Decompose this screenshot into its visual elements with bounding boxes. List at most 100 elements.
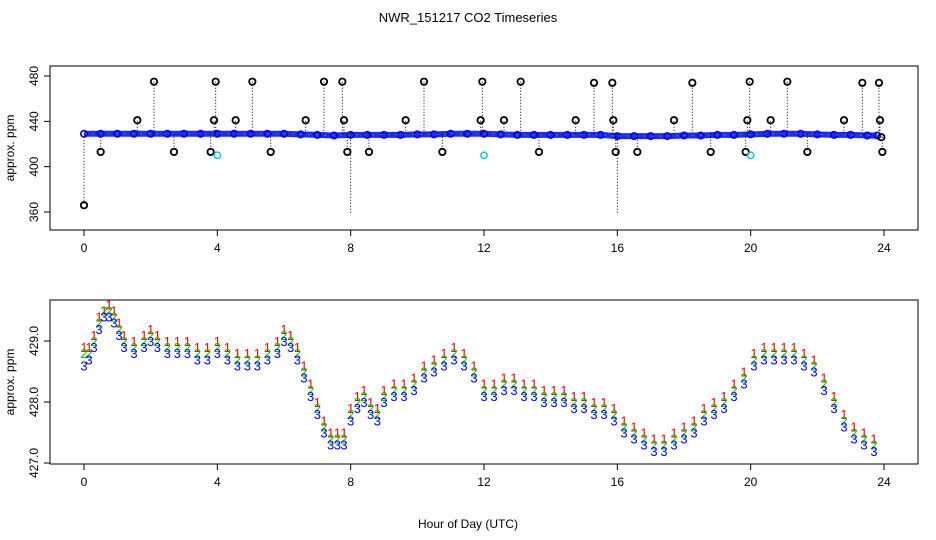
- series-3-point: 3: [480, 389, 487, 404]
- series-3-point: 3: [490, 389, 497, 404]
- spike-point: [669, 116, 679, 125]
- series-3-point: 3: [610, 413, 617, 428]
- series-3-point: 3: [520, 389, 527, 404]
- series-3-point: 3: [510, 383, 517, 398]
- series-2-point: 2: [640, 432, 647, 447]
- series-1-point: 1: [530, 377, 537, 392]
- spike-point: [169, 147, 179, 157]
- series-3-point: 3: [340, 438, 347, 453]
- series-2-point: 2: [320, 419, 327, 434]
- series-1-point: 1: [274, 334, 281, 349]
- spike-point: [364, 147, 374, 157]
- series-1-point: 1: [870, 432, 877, 447]
- series-1-point: 1: [850, 419, 857, 434]
- bottom-y-tick-label: 427.0: [27, 448, 41, 478]
- series-2-point: 2: [294, 346, 301, 361]
- series-3-point: 3: [374, 413, 381, 428]
- spike-point: [783, 77, 792, 86]
- series-1-point: 1: [420, 358, 427, 373]
- series-3-point: 3: [710, 407, 717, 422]
- series-3-point: 3: [264, 352, 271, 367]
- x-axis-label: Hour of Day (UTC): [418, 517, 518, 531]
- series-1-point: 1: [710, 395, 717, 410]
- series-1-point: 1: [540, 383, 547, 398]
- bottom-y-tick-label: 429.0: [27, 326, 41, 356]
- series-2-point: 2: [730, 383, 737, 398]
- series-1-point: 1: [287, 328, 294, 343]
- series-3-point: 3: [790, 352, 797, 367]
- series-1-point: 1: [650, 432, 657, 447]
- series-1-point: 1: [90, 328, 97, 343]
- series-1-point: 1: [470, 358, 477, 373]
- series-2-point: 2: [650, 438, 657, 453]
- spike-point: [401, 116, 410, 125]
- spike-point: [209, 116, 219, 125]
- bottom-y-tick-label: 428.0: [27, 387, 41, 417]
- series-2-point: 2: [560, 389, 567, 404]
- series-1-point: 1: [140, 328, 147, 343]
- top-x-tick-label: 24: [877, 241, 891, 255]
- series-3-point: 3: [244, 358, 251, 373]
- series-3-point: 3: [770, 352, 777, 367]
- series-1-point: 1: [224, 340, 231, 355]
- series-2-point: 2: [800, 352, 807, 367]
- spike-point: [839, 116, 849, 125]
- series-2-point: 2: [95, 316, 102, 331]
- spike-point: [611, 147, 620, 157]
- series-3-point: 3: [314, 407, 321, 422]
- series-2-point: 2: [390, 383, 397, 398]
- series-2-point: 2: [610, 407, 617, 422]
- series-1-point: 1: [334, 426, 341, 441]
- spike-point: [803, 147, 812, 157]
- spike-point: [608, 78, 617, 87]
- series-3-point: 3: [780, 352, 787, 367]
- top-x-tick-label: 16: [611, 241, 625, 255]
- series-2-point: 2: [710, 401, 717, 416]
- series-2-point: 2: [780, 346, 787, 361]
- series-2-point: 2: [147, 328, 154, 343]
- series-1-point: 1: [314, 395, 321, 410]
- spike-point: [633, 147, 642, 157]
- series-3-point: 3: [347, 413, 354, 428]
- series-3-point: 3: [294, 352, 301, 367]
- top-y-tick-label: 440: [27, 111, 41, 131]
- top-x-tick-label: 20: [744, 241, 758, 255]
- series-1-point: 1: [130, 334, 137, 349]
- series-1-point: 1: [85, 340, 92, 355]
- spike-point: [499, 116, 509, 125]
- series-2-point: 2: [254, 352, 261, 367]
- series-3-point: 3: [630, 432, 637, 447]
- spike-point: [211, 77, 220, 86]
- series-3-point: 3: [620, 426, 627, 441]
- series-2-point: 2: [720, 395, 727, 410]
- series-3-point: 3: [120, 340, 127, 355]
- series-2-point: 2: [420, 365, 427, 380]
- top-y-tick-label: 400: [27, 156, 41, 176]
- series-3-point: 3: [174, 346, 181, 361]
- series-2-point: 2: [184, 340, 191, 355]
- series-2-point: 2: [660, 438, 667, 453]
- series-1-point: 1: [640, 426, 647, 441]
- series-3-point: 3: [460, 358, 467, 373]
- series-1-point: 1: [214, 334, 221, 349]
- series-1-point: 1: [700, 401, 707, 416]
- series-3-point: 3: [390, 389, 397, 404]
- series-1-point: 1: [780, 340, 787, 355]
- series-2-point: 2: [680, 426, 687, 441]
- series-3-point: 3: [130, 346, 137, 361]
- series-2-point: 2: [334, 432, 341, 447]
- series-2-point: 2: [110, 310, 117, 325]
- series-1-point: 1: [600, 395, 607, 410]
- spike-point: [858, 78, 867, 87]
- series-3-point: 3: [680, 432, 687, 447]
- spike-point: [149, 77, 159, 86]
- spike-point: [248, 77, 257, 86]
- series-3-point: 3: [115, 328, 122, 343]
- series-2-point: 2: [600, 401, 607, 416]
- bottom-x-tick-label: 12: [477, 475, 491, 489]
- series-1-point: 1: [327, 426, 334, 441]
- series-1-point: 1: [194, 340, 201, 355]
- series-1-point: 1: [264, 340, 271, 355]
- series-3-point: 3: [410, 383, 417, 398]
